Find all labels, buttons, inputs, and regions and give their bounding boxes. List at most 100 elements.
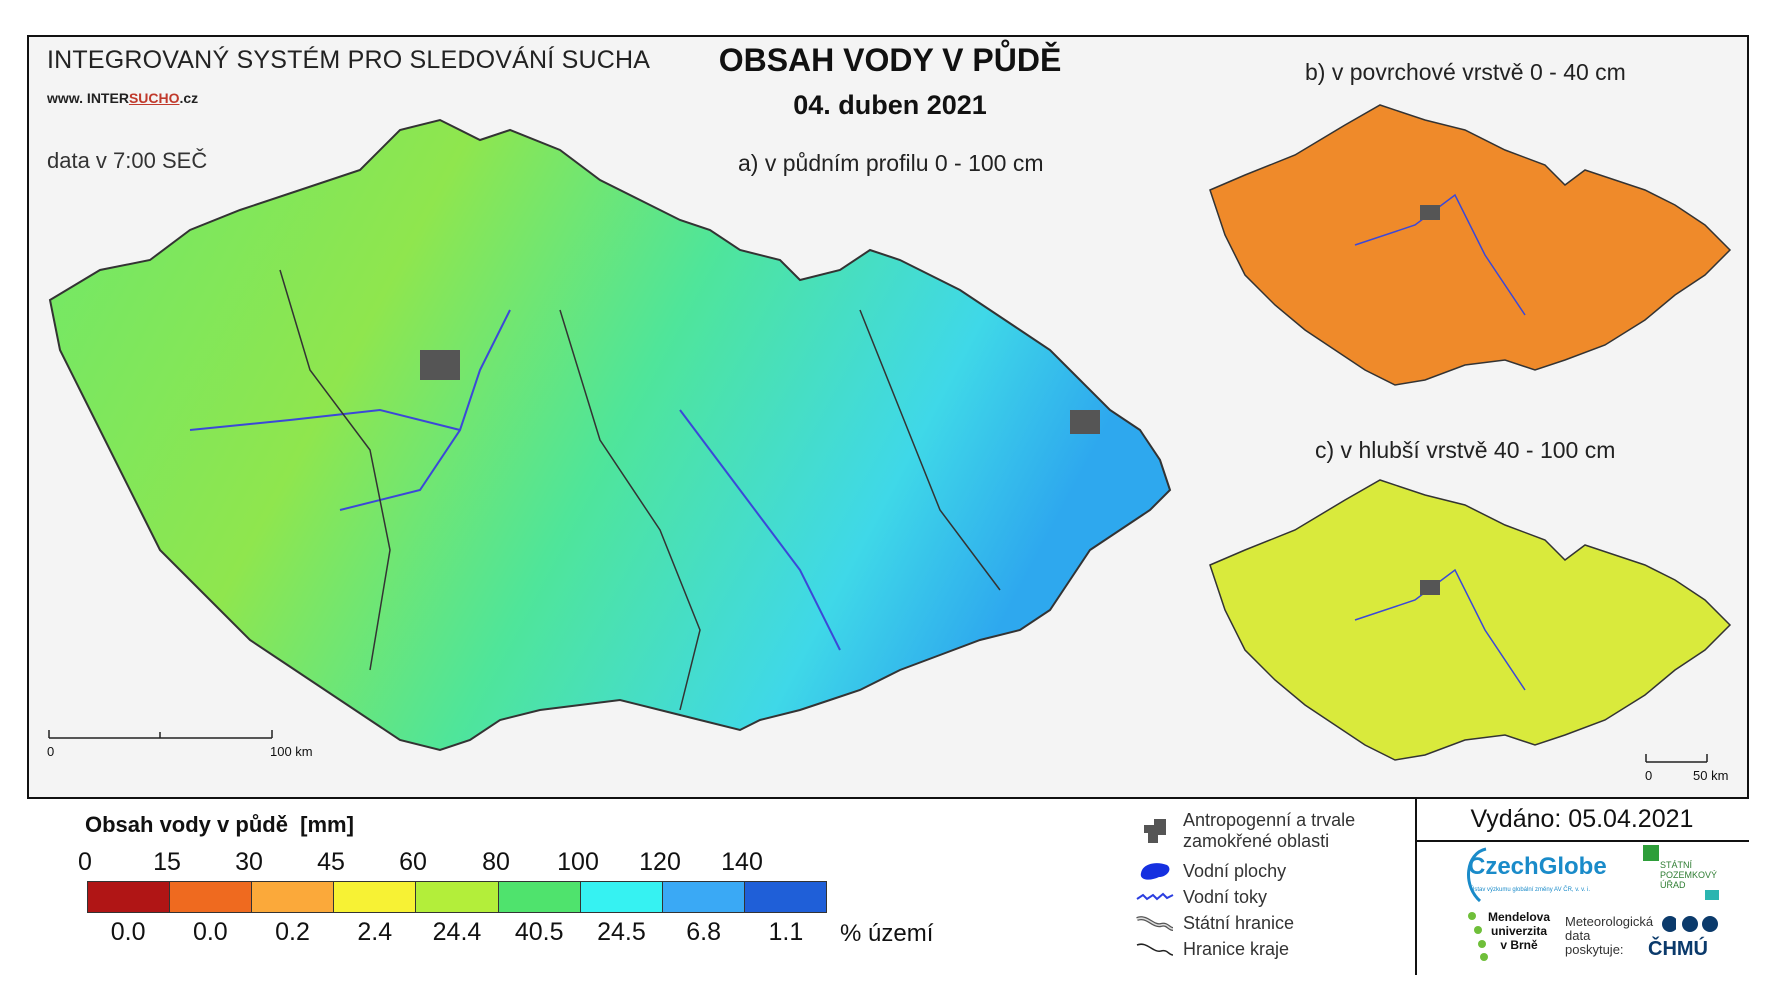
system-title: INTEGROVANÝ SYSTÉM PRO SLEDOVÁNÍ SUCHA (47, 46, 651, 74)
chmu-symbol-icon (1662, 916, 1718, 932)
legend-water-body: Vodní plochy (1133, 856, 1286, 886)
spu-accent-icon (1705, 890, 1719, 900)
legend-color-bar (87, 881, 827, 913)
mendel-line1: Mendelova (1488, 910, 1551, 924)
legend-river-text: Vodní toky (1183, 886, 1268, 907)
legend-swatch (334, 882, 417, 912)
map-a-region-border (279, 269, 391, 671)
map-a-region-border (859, 309, 1001, 591)
map-a-scale-start: 0 (47, 744, 55, 759)
legend-tick: 120 (639, 848, 681, 876)
map-b-urban-area (1420, 205, 1440, 220)
map-c-outline (1209, 479, 1732, 761)
map-a-region-border (559, 309, 701, 711)
legend-swatch (88, 882, 171, 912)
legend-region-border: Hranice kraje (1133, 934, 1289, 964)
spu-line3: ÚŘAD (1660, 880, 1686, 890)
legend-swatch (744, 882, 826, 912)
map-b-label: b) v povrchové vrstvě 0 - 40 cm (1305, 59, 1626, 85)
legend-tick: 15 (153, 848, 181, 876)
spu-logo-text[interactable]: STÁTNÍ POZEMKOVÝ ÚŘAD (1660, 860, 1717, 890)
legend-urban-area: Antropogenní a trvale zamokřené oblasti (1133, 810, 1355, 852)
map-c-scale-start: 0 (1645, 768, 1653, 783)
mendel-line3: v Brně (1500, 938, 1538, 952)
footer-logos-panel (1415, 797, 1749, 975)
legend-urban-line1: Antropogenní a trvale (1183, 810, 1356, 830)
website-url[interactable]: www. INTERSUCHO.cz (47, 90, 198, 106)
legend-percent: 6.8 (686, 918, 722, 946)
legend-percent: 1.1 (768, 918, 804, 946)
legend-water-text: Vodní plochy (1183, 860, 1287, 881)
legend-tick: 60 (399, 848, 427, 876)
map-b-river (1354, 193, 1526, 316)
mendel-line2: univerzita (1491, 924, 1548, 938)
legend-percent: 24.4 (432, 918, 482, 946)
legend-tick: 140 (721, 848, 763, 876)
legend-percent: 24.5 (597, 918, 646, 946)
legend-unit: [mm] (300, 812, 354, 837)
river-icon (1133, 882, 1177, 912)
meteo-line2: data (1565, 928, 1591, 943)
legend-ticks: 0 15 30 45 60 80 100 120 140 (78, 848, 830, 878)
legend-percent: 2.4 (357, 918, 393, 946)
prague-urban-area (420, 350, 460, 380)
region-border-icon (1133, 934, 1177, 964)
map-c-river (1354, 568, 1526, 691)
czechglobe-arc-icon (1467, 847, 1487, 903)
map-c-label: c) v hlubší vrstvě 40 - 100 cm (1315, 437, 1616, 463)
url-suffix: .cz (179, 90, 199, 106)
map-b-outline (1209, 104, 1732, 386)
map-a-scale-end: 100 km (270, 744, 313, 759)
meteo-line1: Meteorologická (1565, 914, 1654, 929)
legend-title: Obsah vody v půdě [mm] (85, 812, 354, 838)
ostrava-urban-area (1070, 410, 1100, 434)
url-sucho: SUCHO (128, 90, 180, 106)
legend-swatch (662, 882, 745, 912)
legend-region-border-text: Hranice kraje (1183, 938, 1290, 959)
legend-tick: 80 (482, 848, 510, 876)
map-b-surface-layer (1209, 104, 1732, 386)
czechglobe-logo[interactable]: CzechGlobe (1468, 853, 1607, 880)
legend-swatch (416, 882, 499, 912)
legend-swatch (252, 882, 335, 912)
map-a-scale-bar (48, 730, 273, 739)
url-prefix: www. INTER (47, 90, 129, 106)
map-c-scale-bar (1645, 754, 1708, 763)
legend-tick: 45 (317, 848, 345, 876)
issued-date: Vydáno: 05.04.2021 (1470, 805, 1694, 833)
legend-tick: 0 (78, 848, 92, 876)
meteo-data-note: Meteorologická data poskytuje: (1565, 915, 1653, 957)
legend-tick: 100 (557, 848, 599, 876)
legend-swatch (170, 882, 253, 912)
legend-swatch (498, 882, 581, 912)
legend-percent: 0.2 (275, 918, 310, 946)
map-a-label: a) v půdním profilu 0 - 100 cm (738, 150, 1044, 176)
footer-divider (1417, 840, 1749, 842)
map-a-river (679, 409, 841, 651)
legend-percent: 0.0 (110, 918, 146, 946)
legend-percent: 40.5 (514, 918, 564, 946)
map-a-soil-profile (48, 118, 1172, 752)
legend-state-border-text: Státní hranice (1183, 912, 1295, 933)
map-c-scale-end: 50 km (1693, 768, 1729, 783)
state-border-icon (1133, 908, 1177, 938)
map-a-river (189, 408, 461, 431)
data-time-note: data v 7:00 SEČ (47, 148, 208, 173)
legend-state-border: Státní hranice (1133, 908, 1294, 938)
czech-republic-outline (48, 118, 1172, 752)
map-c-urban-area (1420, 580, 1440, 595)
legend-title-text: Obsah vody v půdě (85, 812, 288, 837)
legend-percentages: 0.0 0.0 0.2 2.4 24.4 40.5 24.5 6.8 1.1 (87, 918, 827, 948)
spu-line1: STÁTNÍ (1660, 860, 1693, 870)
urban-area-icon (1133, 816, 1177, 846)
legend-swatch (580, 882, 663, 912)
map-c-deep-layer (1209, 479, 1732, 761)
spu-line2: POZEMKOVÝ (1660, 870, 1718, 880)
legend-percent-label: % území (840, 920, 934, 947)
czechglobe-subtitle: Ústav výzkumu globální změny AV ČR, v. v… (1470, 887, 1591, 893)
spu-logo-icon (1643, 845, 1659, 861)
water-body-icon (1133, 856, 1177, 886)
map-date: 04. duben 2021 (793, 90, 987, 120)
chmu-logo[interactable]: ČHMÚ (1648, 938, 1708, 960)
mendel-university-logo[interactable]: Mendelova univerzita v Brně (1488, 910, 1550, 952)
